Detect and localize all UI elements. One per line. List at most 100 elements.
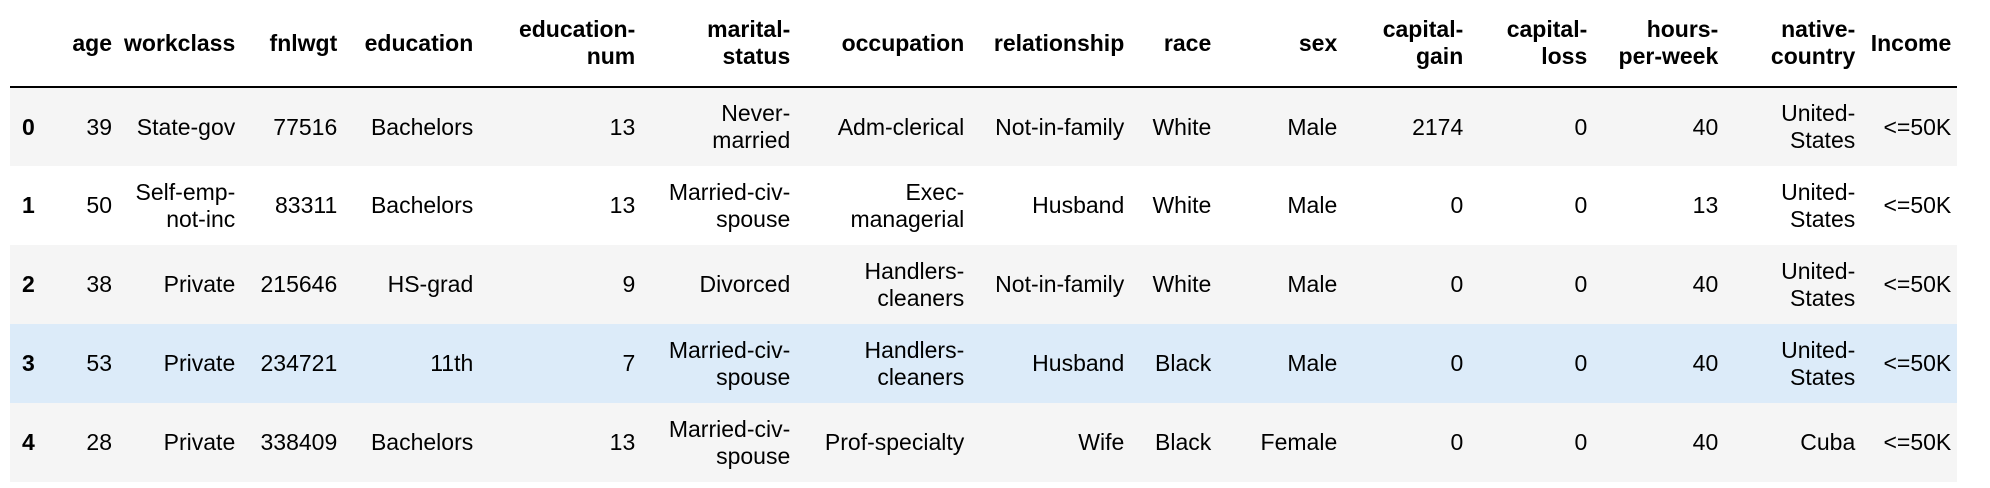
table-cell-text: White <box>1152 192 1212 218</box>
table-cell: White <box>1130 87 1217 166</box>
table-cell: 50 <box>54 166 118 245</box>
table-cell: 83311 <box>241 166 343 245</box>
table-cell-text: Married-civ- <box>668 415 791 442</box>
table-cell-text: Husband <box>1032 192 1125 218</box>
table-cell-text: States <box>1790 127 1856 153</box>
table-cell-text: 28 <box>86 429 112 455</box>
table-cell: 0 <box>1343 245 1469 324</box>
table-cell-text: 13 <box>609 429 636 455</box>
table-cell-text: <=50K <box>1883 271 1952 297</box>
table-cell: 53 <box>54 324 118 403</box>
column-header-text: hours- <box>1646 16 1719 42</box>
row-index: 1 <box>22 192 35 218</box>
table-cell: State-gov <box>118 87 241 166</box>
table-row: 0 39 State-gov 77516 Bachelors 13 Never-marrie… <box>10 87 1958 166</box>
table-cell: 13 <box>479 87 641 166</box>
table-cell-text: Exec- <box>905 178 965 205</box>
table-cell: 13 <box>479 403 641 482</box>
table-cell-text: Husband <box>1032 350 1125 376</box>
column-header: capital-gain <box>1343 0 1470 88</box>
table-cell-text: 77516 <box>273 113 338 140</box>
table-cell-text: married <box>712 127 791 153</box>
table-cell: 13 <box>479 166 641 245</box>
table-cell: 215646 <box>241 245 343 324</box>
table-cell: Bachelors <box>343 403 479 482</box>
table-cell: <=50K <box>1861 403 1957 482</box>
column-header-text: native- <box>1781 16 1856 42</box>
table-cell-text: Male <box>1287 192 1338 218</box>
table-cell-text: <=50K <box>1883 192 1952 218</box>
table-row: 1 50 Self-emp-not-inc 83311 Bachelors 13 Marri… <box>10 166 1958 245</box>
table-cell-text: State-gov <box>136 113 236 140</box>
table-cell-text: Black <box>1155 429 1212 455</box>
column-header: native-country <box>1724 0 1862 88</box>
table-row: 2 38 Private 215646 HS-grad 9 Divorced Handlers… <box>10 245 1958 324</box>
table-cell-text: cleaners <box>877 284 965 311</box>
table-cell-text: Bachelors <box>370 192 474 218</box>
table-cell: Exec-managerial <box>796 166 970 245</box>
table-cell-text: Female <box>1260 429 1338 455</box>
table-cell-text: 9 <box>622 271 636 297</box>
column-header: education <box>343 0 480 88</box>
dataframe-table: age workclass fnlwgt education education-num… <box>10 0 1958 482</box>
table-cell-text: 50 <box>86 192 112 218</box>
table-cell: Cuba <box>1724 403 1861 482</box>
table-cell: 0 <box>1343 166 1469 245</box>
table-header-row: age workclass fnlwgt education education-num… <box>10 0 1958 88</box>
table-cell-text: Bachelors <box>370 113 474 140</box>
table-cell: Black <box>1130 324 1217 403</box>
table-cell: 40 <box>1593 245 1724 324</box>
table-cell-text: Male <box>1287 113 1338 140</box>
table-cell: 338409 <box>241 403 343 482</box>
table-cell: White <box>1130 166 1217 245</box>
table-cell-text: United- <box>1781 178 1856 205</box>
table-cell: Male <box>1217 87 1343 166</box>
table-cell: HS-grad <box>343 245 479 324</box>
table-cell: <=50K <box>1861 324 1957 403</box>
table-cell: Never-married <box>641 87 796 166</box>
table-cell: 0 <box>1469 324 1593 403</box>
table-cell: 2174 <box>1343 87 1469 166</box>
column-header-text: relationship <box>993 29 1125 56</box>
table-cell-text: 0 <box>1450 192 1464 218</box>
row-index: 4 <box>22 429 35 455</box>
table-cell-text: Black <box>1155 350 1212 376</box>
column-header: marital-status <box>641 0 797 88</box>
table-cell-text: 2174 <box>1412 113 1464 140</box>
table-cell-text: 39 <box>86 113 112 140</box>
table-cell-text: 0 <box>1450 350 1464 376</box>
table-cell-text: 338409 <box>260 429 338 455</box>
table-cell-text: 7 <box>622 350 636 376</box>
table-cell-text: United- <box>1781 336 1856 363</box>
table-cell-text: not-inc <box>166 205 236 232</box>
row-index: 3 <box>22 350 35 376</box>
table-cell: United- States <box>1724 87 1861 166</box>
table-cell-text: 13 <box>1692 192 1719 218</box>
column-header-text: race <box>1163 29 1212 56</box>
table-cell-text: States <box>1790 205 1856 232</box>
column-header-text: occupation <box>841 29 965 56</box>
table-cell: Female <box>1217 403 1343 482</box>
table-cell-text: Wife <box>1078 429 1125 455</box>
table-cell: Married-civ-spouse <box>641 166 796 245</box>
table-cell-text: 13 <box>609 113 636 140</box>
table-cell: 40 <box>1593 324 1724 403</box>
table-cell-text: managerial <box>850 205 965 232</box>
table-cell-text: HS-grad <box>387 271 474 297</box>
column-header-text: fnlwgt <box>269 29 338 56</box>
table-cell: Male <box>1217 166 1343 245</box>
table-cell-text: Private <box>163 429 236 455</box>
column-header-text: education- <box>518 16 636 42</box>
table-cell: United- States <box>1724 166 1861 245</box>
column-header-text: num <box>586 43 636 69</box>
table-cell: <=50K <box>1861 87 1957 166</box>
table-cell: 0 <box>1343 324 1469 403</box>
table-cell-text: 0 <box>1574 429 1588 455</box>
table-cell-text: Private <box>163 271 236 297</box>
table-cell: Private <box>118 324 241 403</box>
table-cell: Handlers-cleaners <box>796 245 970 324</box>
table-cell: Private <box>118 245 241 324</box>
table-cell-text: 53 <box>86 350 112 376</box>
table-cell-text: White <box>1152 113 1212 140</box>
column-header-text: status <box>722 43 791 69</box>
